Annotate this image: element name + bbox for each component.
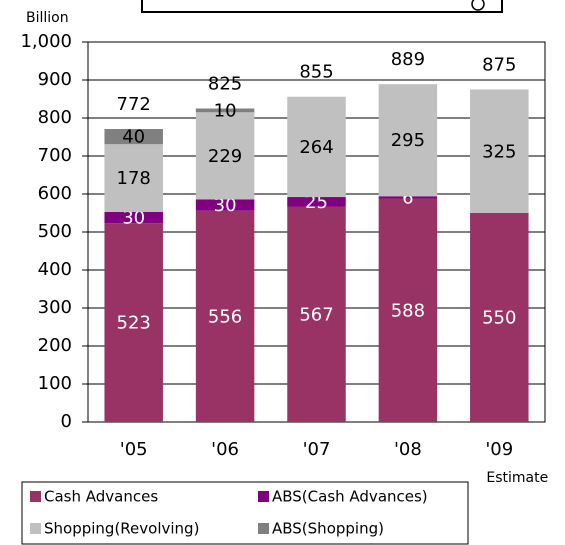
- total-label: 889: [391, 49, 425, 70]
- value-label: 30: [122, 208, 145, 229]
- value-label: 6: [402, 187, 413, 208]
- x-tick-label: '06: [211, 439, 239, 460]
- value-label: 264: [299, 137, 333, 158]
- value-label: 523: [117, 313, 151, 334]
- legend-label: ABS(Shopping): [272, 520, 384, 538]
- bar-segment: [195, 210, 255, 422]
- value-label: 10: [214, 100, 237, 121]
- legend-swatch: [258, 523, 269, 534]
- value-label: 588: [391, 300, 425, 321]
- y-tick-label: 300: [38, 297, 72, 318]
- legend-label: Shopping(Revolving): [44, 520, 199, 538]
- total-label: 772: [117, 94, 151, 115]
- bar-segment: [378, 198, 438, 422]
- bar-segment: [470, 213, 529, 422]
- y-tick-label: 900: [38, 69, 72, 90]
- value-label: 229: [208, 146, 242, 167]
- value-label: 325: [482, 141, 516, 162]
- bar-segment: [195, 199, 255, 211]
- bar-segment: [104, 129, 163, 145]
- x-tick-label: '09: [485, 439, 513, 460]
- x-tick-label: '05: [120, 439, 148, 460]
- y-tick-label: 1,000: [20, 31, 72, 52]
- legend-swatch: [30, 491, 41, 502]
- bar-segment: [104, 223, 163, 422]
- top-box-icon: [471, 0, 485, 11]
- y-axis-title: Billion: [26, 10, 69, 26]
- x-tick-label: '07: [303, 439, 331, 460]
- value-label: 556: [208, 306, 242, 327]
- value-label: 295: [391, 130, 425, 151]
- bar-segment: [195, 108, 255, 113]
- bar-segment: [287, 197, 346, 207]
- legend-label: ABS(Cash Advances): [272, 488, 428, 506]
- total-label: 875: [482, 55, 516, 76]
- legend-box: [21, 481, 469, 545]
- bar-segment: [287, 206, 346, 422]
- y-tick-label: 600: [38, 183, 72, 204]
- y-tick-label: 800: [38, 107, 72, 128]
- y-tick-label: 200: [38, 335, 72, 356]
- bar-segment: [470, 89, 529, 213]
- bar-segment: [195, 112, 255, 200]
- bar-segment: [378, 196, 438, 199]
- total-label: 855: [299, 62, 333, 83]
- value-label: 30: [214, 195, 237, 216]
- x-tick-label: '08: [394, 439, 422, 460]
- annotation: Estimate: [486, 470, 548, 486]
- total-label: 825: [208, 74, 242, 95]
- bar-segment: [104, 211, 163, 224]
- y-tick-label: 100: [38, 373, 72, 394]
- value-label: 567: [299, 304, 333, 325]
- bar-segment: [287, 96, 346, 198]
- y-tick-label: 700: [38, 145, 72, 166]
- value-label: 178: [117, 168, 151, 189]
- top-box: [141, 0, 503, 13]
- legend-swatch: [30, 523, 41, 534]
- y-tick-label: 500: [38, 221, 72, 242]
- y-tick-label: 0: [61, 411, 72, 432]
- legend-swatch: [258, 491, 269, 502]
- bar-segment: [378, 84, 438, 197]
- value-label: 40: [122, 127, 145, 148]
- legend-label: Cash Advances: [44, 488, 158, 506]
- bar-segment: [104, 144, 163, 212]
- value-label: 550: [482, 308, 516, 329]
- y-tick-label: 400: [38, 259, 72, 280]
